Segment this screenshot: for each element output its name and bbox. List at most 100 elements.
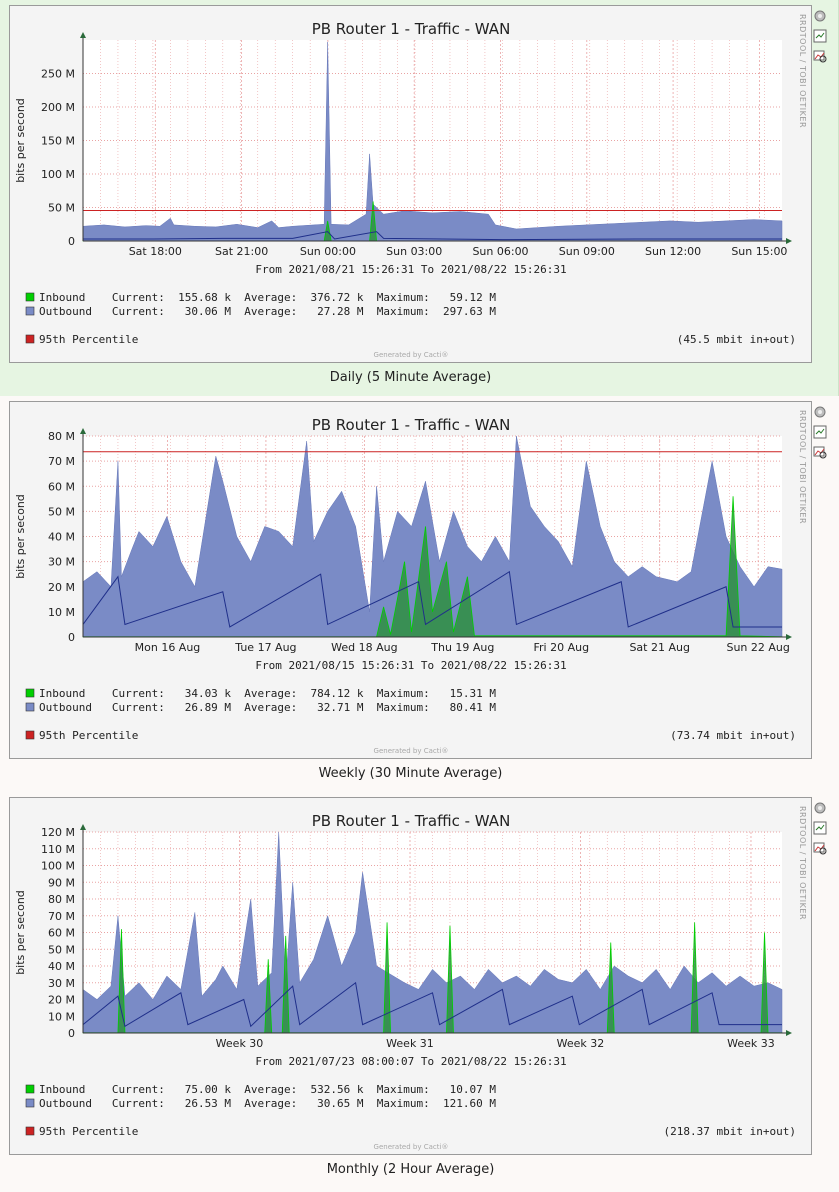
y-tick-label: 80 M [48, 430, 75, 443]
x-tick-label: Week 33 [727, 1037, 775, 1050]
x-tick-label: Tue 17 Aug [234, 641, 296, 654]
y-tick-label: 10 M [48, 1010, 75, 1023]
rrdtool-credit: RRDTOOL / TOBI OETIKER [798, 14, 807, 128]
outbound-area [82, 42, 783, 242]
y-tick-label: 70 M [48, 910, 75, 923]
y-tick-label: 30 M [48, 556, 75, 569]
legend-outbound: Outbound Current: 26.53 M Average: 30.65… [39, 1097, 496, 1110]
zoom-icon[interactable] [812, 840, 828, 856]
y-tick-label: 50 M [48, 202, 75, 215]
y-tick-label: 60 M [48, 927, 75, 940]
y-axis-arrow [80, 428, 86, 434]
gear-icon[interactable] [812, 8, 828, 24]
legend-swatch-percentile [25, 1126, 35, 1136]
x-tick-label: Sun 22 Aug [726, 641, 789, 654]
y-tick-label: 110 M [41, 843, 75, 856]
zoom-icon[interactable] [812, 444, 828, 460]
y-tick-label: 30 M [48, 977, 75, 990]
traffic-graph-monthly[interactable]: PB Router 1 - Traffic - WAN 0 10 M 20 M 30 M… [9, 797, 812, 1155]
x-tick-label: Sun 12:00 [645, 245, 701, 258]
legend-swatch-outbound [25, 1098, 35, 1108]
y-axis-arrow [80, 824, 86, 830]
y-tick-label: 40 M [48, 531, 75, 544]
gear-icon[interactable] [812, 404, 828, 420]
gear-icon[interactable] [812, 800, 828, 816]
graph-list-icon[interactable] [812, 820, 828, 836]
traffic-graph-weekly[interactable]: PB Router 1 - Traffic - WAN 0 10 M 20 M 30 M… [9, 401, 812, 759]
legend-percentile: 95th Percentile [39, 1125, 138, 1138]
time-range: From 2021/07/23 08:00:07 To 2021/08/22 1… [255, 1055, 566, 1068]
outbound-line [82, 981, 782, 1028]
y-tick-label: 200 M [41, 101, 75, 114]
x-tick-label: Sun 00:00 [300, 245, 356, 258]
inbound-area [82, 496, 783, 638]
y-tick-label: 100 M [41, 860, 75, 873]
zoom-icon[interactable] [812, 48, 828, 64]
percentile-note: (73.74 mbit in+out) [670, 729, 796, 742]
graph-list-icon[interactable] [812, 28, 828, 44]
y-axis-label: bits per second [14, 98, 27, 183]
legend-swatch-percentile [25, 730, 35, 740]
rrdtool-credit: RRDTOOL / TOBI OETIKER [798, 806, 807, 920]
y-tick-label: 10 M [48, 606, 75, 619]
legend-outbound: Outbound Current: 26.89 M Average: 32.71… [39, 701, 496, 714]
footer-credit: Generated by Cacti® [374, 351, 449, 359]
graph-caption: Weekly (30 Minute Average) [318, 766, 503, 781]
y-tick-label: 20 M [48, 994, 75, 1007]
chart-title: PB Router 1 - Traffic - WAN [312, 20, 511, 38]
legend-percentile: 95th Percentile [39, 333, 138, 346]
graph-actions [812, 800, 832, 860]
y-tick-label: 60 M [48, 480, 75, 493]
chart-title: PB Router 1 - Traffic - WAN [312, 812, 511, 830]
percentile-note: (45.5 mbit in+out) [677, 333, 796, 346]
y-axis-label: bits per second [14, 890, 27, 975]
y-tick-label: 20 M [48, 581, 75, 594]
x-axis-arrow [786, 238, 792, 244]
y-tick-label: 150 M [41, 135, 75, 148]
x-tick-label: Week 31 [386, 1037, 434, 1050]
y-tick-label: 0 [68, 235, 75, 248]
graph-list-icon[interactable] [812, 424, 828, 440]
y-axis-label: bits per second [14, 494, 27, 579]
legend-swatch-inbound [25, 1084, 35, 1094]
x-tick-label: Sun 06:00 [472, 245, 528, 258]
outbound-area [82, 435, 783, 638]
legend-swatch-inbound [25, 688, 35, 698]
legend-outbound: Outbound Current: 30.06 M Average: 27.28… [39, 305, 496, 318]
x-tick-label: Sun 09:00 [559, 245, 615, 258]
traffic-graph-daily[interactable]: PB Router 1 - Traffic - WAN 0 50 M 100 M 150… [9, 5, 812, 363]
graph-section-monthly: PB Router 1 - Traffic - WAN 0 10 M 20 M 30 M… [0, 792, 839, 1188]
footer-credit: Generated by Cacti® [374, 747, 449, 755]
percentile-note: (218.37 mbit in+out) [664, 1125, 796, 1138]
outbound-line [83, 231, 782, 241]
outbound-line [82, 570, 782, 628]
y-tick-label: 120 M [41, 826, 75, 839]
chart-svg: PB Router 1 - Traffic - WAN 0 10 M 20 M 30 M… [14, 410, 807, 755]
graph-caption: Daily (5 Minute Average) [329, 370, 492, 385]
legend-swatch-inbound [25, 292, 35, 302]
legend-inbound: Inbound Current: 34.03 k Average: 784.12… [39, 687, 496, 700]
x-axis-arrow [786, 634, 792, 640]
legend-percentile: 95th Percentile [39, 729, 138, 742]
x-tick-label: Fri 20 Aug [533, 641, 589, 654]
x-axis-arrow [786, 1030, 792, 1036]
time-range: From 2021/08/21 15:26:31 To 2021/08/22 1… [255, 263, 566, 276]
x-tick-label: Sat 18:00 [129, 245, 182, 258]
x-tick-label: Wed 18 Aug [331, 641, 397, 654]
outbound-area [82, 831, 783, 1034]
legend-swatch-outbound [25, 702, 35, 712]
legend-inbound: Inbound Current: 155.68 k Average: 376.7… [39, 291, 496, 304]
graph-section-weekly: PB Router 1 - Traffic - WAN 0 10 M 20 M 30 M… [0, 396, 839, 792]
y-tick-label: 40 M [48, 960, 75, 973]
y-tick-label: 70 M [48, 455, 75, 468]
y-tick-label: 50 M [48, 943, 75, 956]
legend-swatch-percentile [25, 334, 35, 344]
chart-svg: PB Router 1 - Traffic - WAN 0 50 M 100 M 150… [14, 14, 807, 359]
y-tick-label: 0 [68, 631, 75, 644]
x-tick-label: Mon 16 Aug [135, 641, 201, 654]
y-axis-arrow [80, 32, 86, 38]
footer-credit: Generated by Cacti® [374, 1143, 449, 1151]
y-tick-label: 100 M [41, 168, 75, 181]
time-range: From 2021/08/15 15:26:31 To 2021/08/22 1… [255, 659, 566, 672]
y-tick-label: 250 M [41, 68, 75, 81]
